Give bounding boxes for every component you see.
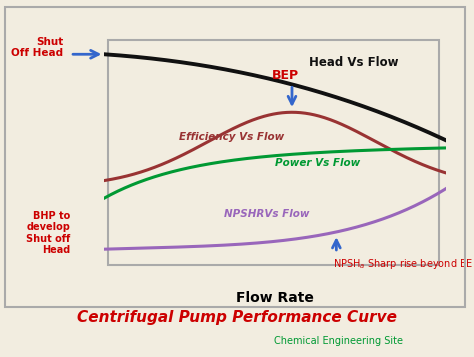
Text: Shut
Off Head: Shut Off Head xyxy=(11,36,64,58)
Text: Efficiency Vs Flow: Efficiency Vs Flow xyxy=(179,132,284,142)
Text: Power Vs Flow: Power Vs Flow xyxy=(275,158,360,168)
Text: BEP: BEP xyxy=(272,69,299,82)
Text: Centrifugal Pump Performance Curve: Centrifugal Pump Performance Curve xyxy=(77,310,397,325)
Text: NPSH$_a$ Sharp rise beyond BEP: NPSH$_a$ Sharp rise beyond BEP xyxy=(333,257,474,271)
Text: Head Vs Flow: Head Vs Flow xyxy=(309,56,399,69)
Text: Flow Rate: Flow Rate xyxy=(236,291,314,305)
Text: NPSHRVs Flow: NPSHRVs Flow xyxy=(224,209,309,219)
Text: Chemical Engineering Site: Chemical Engineering Site xyxy=(274,336,403,346)
Text: BHP to
develop
Shut off
Head: BHP to develop Shut off Head xyxy=(26,211,70,255)
